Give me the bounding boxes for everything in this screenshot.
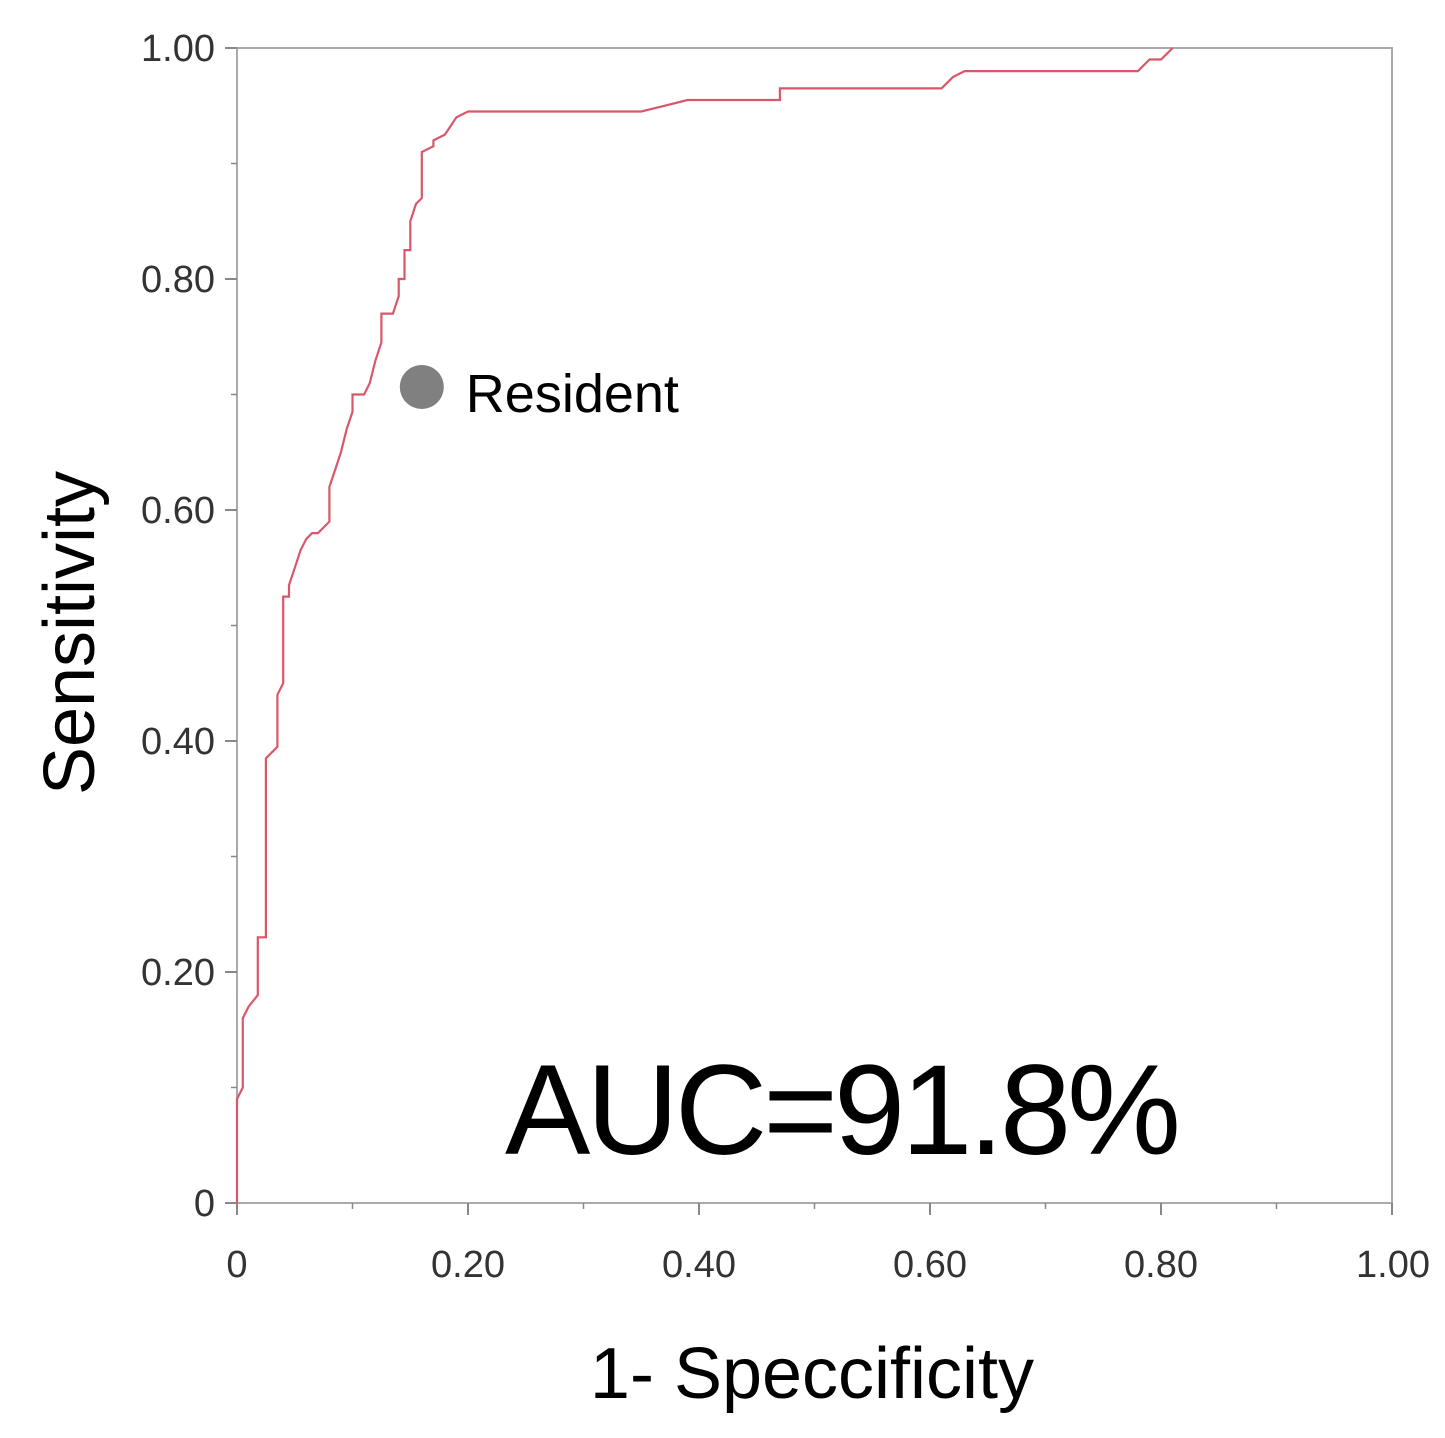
y-tick-label: 0.80 <box>141 259 215 301</box>
x-axis-title: 1- Speccificity <box>590 1334 1034 1414</box>
y-tick-label: 0.20 <box>141 952 215 994</box>
resident-point-label: Resident <box>466 364 679 424</box>
x-axis-ticks: 0 0.20 0.40 0.60 0.80 1.00 <box>226 1203 1430 1286</box>
y-tick-label: 1.00 <box>141 28 215 70</box>
x-tick-label: 0.20 <box>431 1244 505 1286</box>
x-tick-label: 0 <box>226 1244 247 1286</box>
annotation-points: Resident <box>399 364 679 424</box>
x-tick-label: 0.80 <box>1124 1244 1198 1286</box>
x-tick-label: 1.00 <box>1356 1244 1430 1286</box>
auc-annotation: AUC=91.8% <box>505 1039 1177 1182</box>
y-tick-label: 0.40 <box>141 721 215 763</box>
y-tick-label: 0 <box>194 1183 215 1225</box>
y-tick-label: 0.60 <box>141 490 215 532</box>
x-tick-label: 0.40 <box>662 1244 736 1286</box>
resident-point-marker <box>399 364 444 409</box>
y-axis-title: Sensitivity <box>30 471 110 795</box>
roc-curve-line <box>235 47 1174 1203</box>
x-tick-label: 0.60 <box>893 1244 967 1286</box>
y-axis-ticks: 0 0.20 0.40 0.60 0.80 1.00 <box>141 28 237 1225</box>
